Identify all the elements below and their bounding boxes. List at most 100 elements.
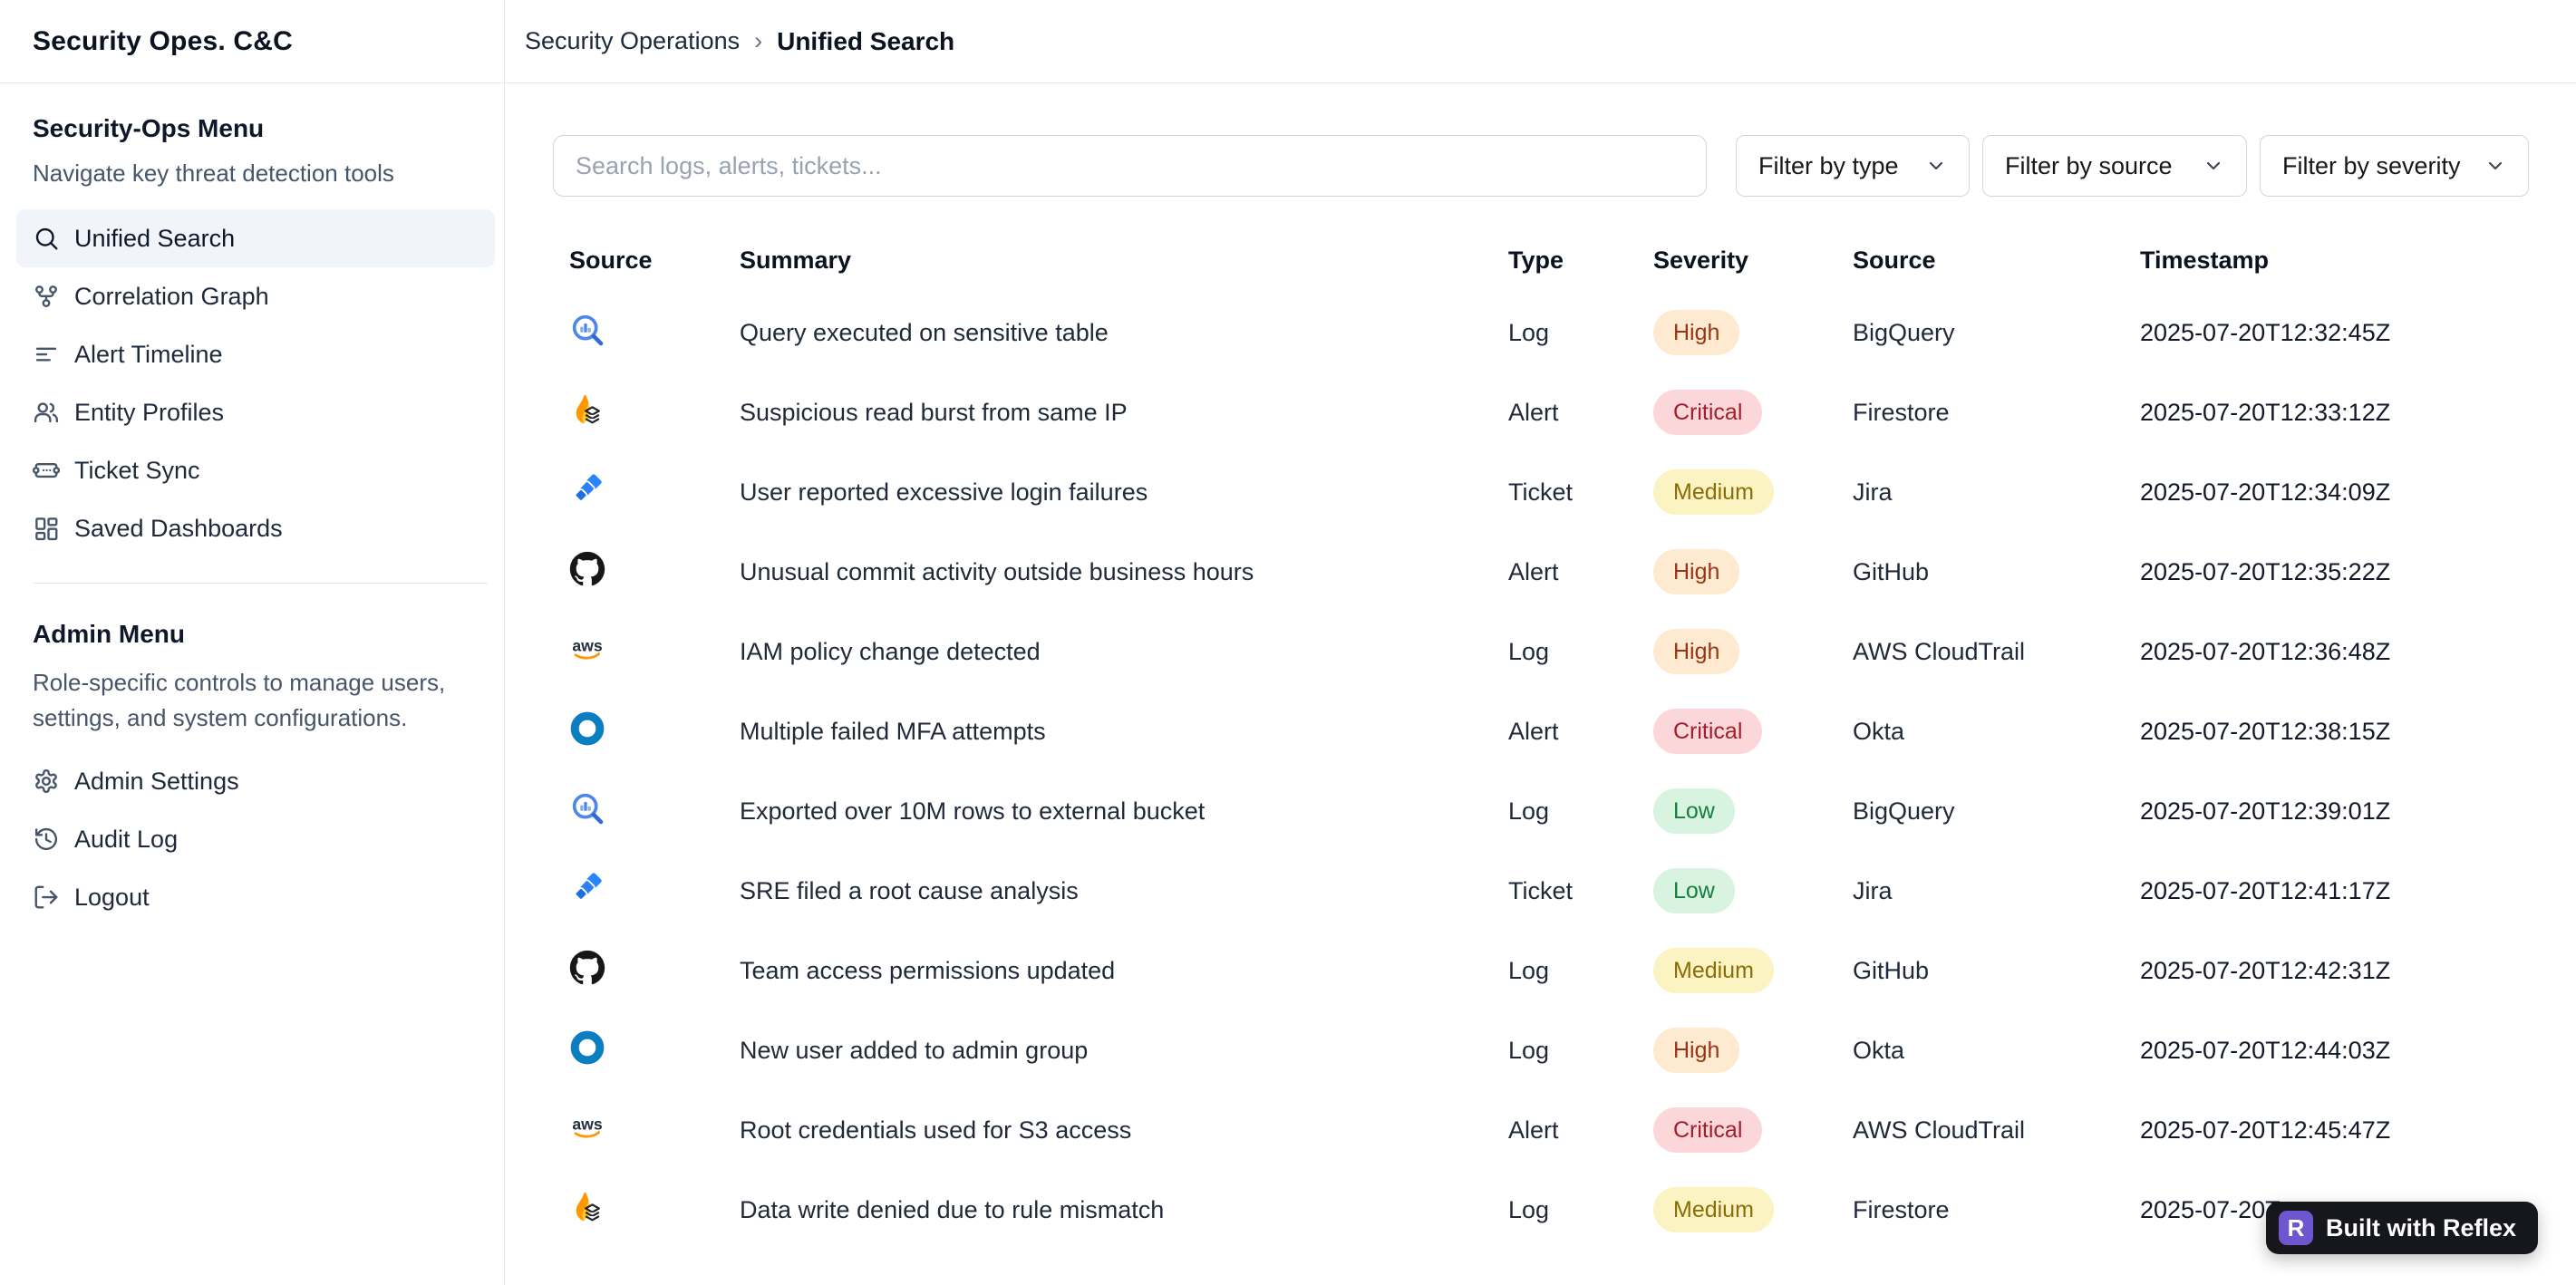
- row-severity-cell: High: [1653, 629, 1853, 674]
- chevron-down-icon: [2484, 155, 2506, 177]
- filter-by-severity-select[interactable]: Filter by severity: [2260, 135, 2529, 197]
- sidebar-item-audit-log[interactable]: Audit Log: [16, 810, 495, 868]
- row-type: Alert: [1508, 557, 1559, 585]
- sidebar-item-label: Audit Log: [74, 825, 179, 853]
- filter-by-source-select[interactable]: Filter by source: [1982, 135, 2247, 197]
- row-source-icon-cell: [569, 790, 740, 833]
- severity-badge: Critical: [1653, 1107, 1763, 1153]
- row-summary: Data write denied due to rule mismatch: [740, 1195, 1165, 1223]
- row-source: BigQuery: [1853, 318, 1955, 346]
- severity-badge: Critical: [1653, 390, 1763, 435]
- firestore-icon: [569, 1189, 605, 1225]
- sidebar: Security Opes. C&C Security-Ops Menu Nav…: [0, 0, 505, 1285]
- row-timestamp: 2025-07-20T12:41:17Z: [2140, 876, 2391, 904]
- sidebar-item-alert-timeline[interactable]: Alert Timeline: [16, 325, 495, 383]
- sidebar-item-saved-dashboards[interactable]: Saved Dashboards: [16, 499, 495, 557]
- row-source: Jira: [1853, 876, 1893, 904]
- row-timestamp: 2025-07-20T: [2140, 1195, 2281, 1223]
- sidebar-item-correlation-graph[interactable]: Correlation Graph: [16, 267, 495, 325]
- row-type: Log: [1508, 1036, 1550, 1064]
- table-row: Multiple failed MFA attempts Alert Critica…: [553, 691, 2529, 771]
- sidebar-menu-header: Security-Ops Menu: [33, 114, 265, 142]
- sidebar-item-label: Ticket Sync: [74, 456, 200, 484]
- severity-badge: High: [1653, 549, 1740, 594]
- sidebar-body: Security-Ops Menu Navigate key threat de…: [0, 83, 504, 926]
- logout-icon: [33, 884, 60, 911]
- github-icon: [569, 950, 605, 986]
- row-timestamp: 2025-07-20T12:34:09Z: [2140, 478, 2391, 506]
- column-header-timestamp: Timestamp: [2140, 246, 2270, 274]
- row-timestamp: 2025-07-20T12:33:12Z: [2140, 398, 2391, 426]
- severity-badge: Critical: [1653, 709, 1763, 754]
- filter-by-type-label: Filter by type: [1758, 151, 1899, 179]
- okta-icon: [569, 710, 605, 747]
- row-summary: Team access permissions updated: [740, 956, 1116, 984]
- bigquery-icon: [569, 790, 605, 826]
- users-icon: [33, 399, 60, 426]
- row-type: Alert: [1508, 1116, 1559, 1144]
- row-source-icon-cell: aws: [569, 1109, 740, 1152]
- row-severity-cell: Medium: [1653, 1187, 1853, 1232]
- sidebar-item-label: Logout: [74, 883, 150, 911]
- row-severity-cell: High: [1653, 549, 1853, 594]
- table-row: Data write denied due to rule mismatch Lo…: [553, 1170, 2529, 1250]
- row-source-icon-cell: [569, 471, 740, 514]
- row-summary: IAM policy change detected: [740, 637, 1041, 665]
- row-source: BigQuery: [1853, 797, 1955, 825]
- row-summary: User reported excessive login failures: [740, 478, 1148, 506]
- table-row: Exported over 10M rows to external bucke…: [553, 771, 2529, 851]
- sidebar-divider: [33, 583, 488, 584]
- sidebar-item-label: Entity Profiles: [74, 398, 225, 426]
- aws-icon: aws: [569, 631, 605, 667]
- sidebar-item-label: Correlation Graph: [74, 282, 269, 310]
- row-severity-cell: High: [1653, 1028, 1853, 1073]
- row-timestamp: 2025-07-20T12:38:15Z: [2140, 717, 2391, 745]
- filter-by-type-select[interactable]: Filter by type: [1736, 135, 1970, 197]
- column-header-severity: Severity: [1653, 246, 1749, 274]
- firestore-icon: [569, 391, 605, 428]
- sidebar-item-admin-settings[interactable]: Admin Settings: [16, 752, 495, 810]
- severity-badge: Medium: [1653, 1187, 1774, 1232]
- app-title: Security Opes. C&C: [0, 0, 504, 83]
- sidebar-item-entity-profiles[interactable]: Entity Profiles: [16, 383, 495, 441]
- chevron-down-icon: [1925, 155, 1947, 177]
- filter-by-source-label: Filter by source: [2005, 151, 2173, 179]
- main-area: Security Operations › Unified Search Fil…: [505, 0, 2576, 1285]
- row-source-icon-cell: [569, 312, 740, 354]
- toolbar: Filter by type Filter by source Filter b…: [553, 135, 2529, 197]
- row-source: Firestore: [1853, 398, 1950, 426]
- content: Filter by type Filter by source Filter b…: [505, 83, 2576, 1250]
- severity-badge: High: [1653, 310, 1740, 355]
- sidebar-item-label: Alert Timeline: [74, 340, 223, 368]
- row-severity-cell: Medium: [1653, 948, 1853, 993]
- breadcrumb-separator-icon: ›: [754, 27, 763, 54]
- sidebar-item-unified-search[interactable]: Unified Search: [16, 209, 495, 267]
- row-source: Okta: [1853, 717, 1905, 745]
- row-timestamp: 2025-07-20T12:42:31Z: [2140, 956, 2391, 984]
- row-source-icon-cell: [569, 551, 740, 594]
- row-source: Firestore: [1853, 1195, 1950, 1223]
- chevron-down-icon: [2203, 155, 2224, 177]
- sidebar-item-ticket-sync[interactable]: Ticket Sync: [16, 441, 495, 499]
- row-summary: Query executed on sensitive table: [740, 318, 1109, 346]
- row-summary: Unusual commit activity outside business…: [740, 557, 1254, 585]
- severity-badge: High: [1653, 1028, 1740, 1073]
- sidebar-item-logout[interactable]: Logout: [16, 868, 495, 926]
- built-with-reflex-badge[interactable]: R Built with Reflex: [2265, 1202, 2538, 1254]
- row-severity-cell: Critical: [1653, 390, 1853, 435]
- filter-by-severity-label: Filter by severity: [2282, 151, 2461, 179]
- results-table: Source Summary Type Severity Source Time…: [553, 227, 2529, 1250]
- sidebar-menu-subtitle: Navigate key threat detection tools: [33, 159, 394, 187]
- table-row: SRE filed a root cause analysis Ticket Low…: [553, 851, 2529, 931]
- table-row: User reported excessive login failures Ti…: [553, 452, 2529, 532]
- row-severity-cell: Medium: [1653, 469, 1853, 515]
- ticket-icon: [33, 457, 60, 484]
- row-source: Jira: [1853, 478, 1893, 506]
- sidebar-item-label: Saved Dashboards: [74, 514, 283, 542]
- row-timestamp: 2025-07-20T12:32:45Z: [2140, 318, 2391, 346]
- search-input[interactable]: [553, 135, 1707, 197]
- breadcrumb-section[interactable]: Security Operations: [525, 27, 741, 54]
- sidebar-main-nav: Unified Search Correlation Graph Alert Tim…: [16, 209, 495, 557]
- reflex-badge-label: Built with Reflex: [2325, 1213, 2516, 1242]
- row-source: GitHub: [1853, 557, 1930, 585]
